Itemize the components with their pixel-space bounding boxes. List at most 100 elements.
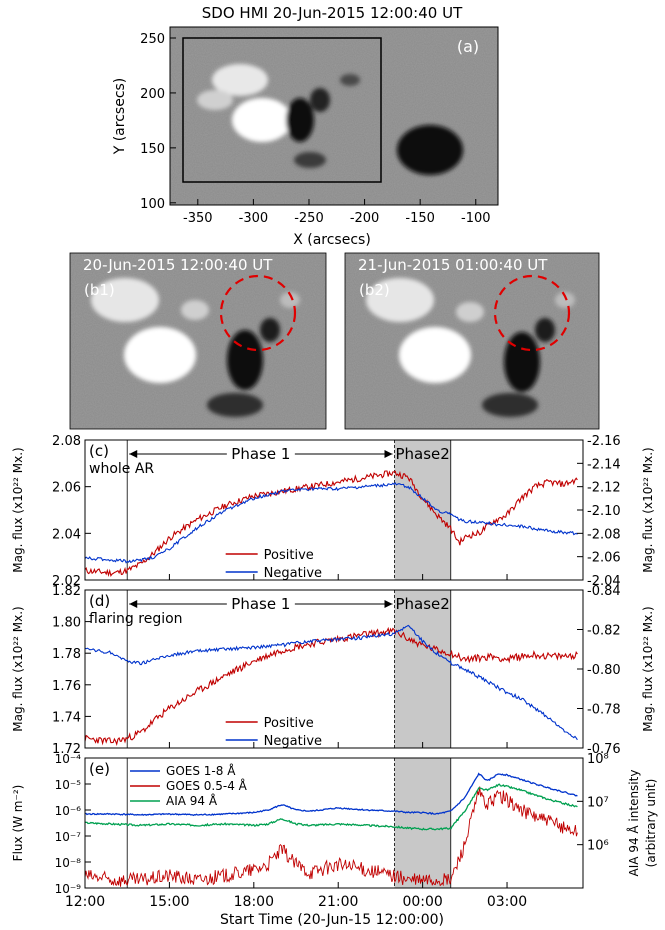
panel-a-ylabel: Y (arcsecs) xyxy=(112,78,128,156)
ylabel-right: Mag. flux (x10²² Mx.) xyxy=(641,447,655,572)
ytick-right-label: 10⁸ xyxy=(587,752,609,767)
ylabel-right-2: (arbitrary unit) xyxy=(644,779,658,868)
ytick-left-label: 10⁻⁴ xyxy=(55,752,82,766)
panel-a-xtick-label: -300 xyxy=(239,211,269,226)
xtick-label: 03:00 xyxy=(487,894,527,910)
ytick-right-label: -0.84 xyxy=(587,584,621,599)
panel-a-xtick-label: -250 xyxy=(294,211,324,226)
ytick-left-label: 10⁻⁶ xyxy=(55,804,82,818)
phase1-arrowhead-left xyxy=(129,600,138,608)
ytick-left-label: 10⁻⁸ xyxy=(55,856,82,870)
panel-a-yticks: 250 200 150 100 xyxy=(140,32,176,212)
panel-a: SDO HMI 20-Jun-2015 12:00:40 UT (a) -350… xyxy=(112,4,499,248)
phase1-arrowhead-right xyxy=(384,450,393,458)
flaring-region-circle-b2 xyxy=(493,274,571,352)
ytick-left-label: 2.08 xyxy=(52,434,81,449)
legend-entry: Positive xyxy=(264,716,314,731)
panel-a-label: (a) xyxy=(457,37,479,56)
ytick-left-label: 1.78 xyxy=(52,647,81,662)
panel-a-ytick-label: 200 xyxy=(140,87,165,102)
panel-b1-title: 20-Jun-2015 12:00:40 UT xyxy=(83,256,273,274)
plot-frame xyxy=(84,757,584,889)
ytick-right-label: -2.12 xyxy=(587,481,621,496)
panel-a-xtick-label: -100 xyxy=(461,211,491,226)
magnetogram-a xyxy=(170,27,498,205)
ytick-right-label: -0.82 xyxy=(587,624,621,639)
panel-a-ytick-label: 100 xyxy=(140,197,165,212)
ylabel-right-1: AIA 94 Å intensity xyxy=(626,770,641,877)
xaxis-label: Start Time (20-Jun-15 12:00:00) xyxy=(220,912,444,928)
panel-a-xticks: -350 -300 -250 -200 -150 -100 xyxy=(183,199,491,226)
panel-b1: 20-Jun-2015 12:00:40 UT (b1) xyxy=(69,252,327,430)
ylabel-left: Flux (W m⁻²) xyxy=(11,785,25,862)
panel-a-title: SDO HMI 20-Jun-2015 12:00:40 UT xyxy=(202,4,463,22)
ytick-left-label: 2.02 xyxy=(52,574,81,589)
series-line-positive xyxy=(84,470,578,578)
ytick-right-label: -0.80 xyxy=(587,663,621,678)
panel-label: (c) xyxy=(89,442,109,460)
xtick-label: 00:00 xyxy=(402,894,442,910)
ytick-left-label: 10⁻⁵ xyxy=(55,778,82,792)
legend-entry: Negative xyxy=(264,734,322,749)
flaring-region-circle-b1 xyxy=(219,274,297,352)
legend-entry: Negative xyxy=(264,566,322,581)
ytick-left-label: 1.72 xyxy=(52,742,81,757)
panel-a-ytick-label: 150 xyxy=(140,142,165,157)
phase2-label: Phase2 xyxy=(395,595,449,613)
ylabel-right: Mag. flux (x10²² Mx.) xyxy=(641,606,655,731)
xtick-label: 15:00 xyxy=(149,894,189,910)
phase1-label: Phase 1 xyxy=(231,445,290,463)
panel-a-ytick-label: 250 xyxy=(140,32,165,47)
magnetogram-b1 xyxy=(70,253,326,429)
time-axis: 12:00 15:00 18:00 21:00 00:00 03:00 Start Time… xyxy=(65,894,527,928)
panel-annotation: flaring region xyxy=(89,611,183,627)
legend-entry: GOES 0.5-4 Å xyxy=(166,778,248,793)
ytick-right-label: -0.76 xyxy=(587,742,621,757)
ytick-left-label: 10⁻⁹ xyxy=(55,882,82,896)
phase2-shading xyxy=(394,440,451,580)
ytick-right-label: 10⁷ xyxy=(587,795,609,810)
series-line-goes-short xyxy=(84,786,578,887)
ytick-right-label: 10⁶ xyxy=(587,839,609,854)
phase1-arrowhead-right xyxy=(384,600,393,608)
ytick-right-label: -2.06 xyxy=(587,551,621,566)
region-box xyxy=(182,37,382,183)
ytick-left-label: 1.74 xyxy=(52,710,81,725)
series-line-negative xyxy=(84,624,578,741)
ytick-right-label: -2.08 xyxy=(587,527,621,542)
ytick-left-label: 2.04 xyxy=(52,527,81,542)
phase1-label: Phase 1 xyxy=(231,595,290,613)
series-line-goes-long xyxy=(84,772,578,817)
phase1-arrowhead-left xyxy=(129,450,138,458)
ytick-right-label: -2.10 xyxy=(587,504,621,519)
panel-label: (d) xyxy=(89,592,110,610)
panel-d: Phase 1 Phase2 (d)flaring region Positive Ne… xyxy=(11,584,655,757)
phase1-label-bg xyxy=(226,595,295,613)
ytick-left-label: 2.06 xyxy=(52,481,81,496)
xtick-label: 12:00 xyxy=(65,894,105,910)
ytick-left-label: 1.76 xyxy=(52,679,81,694)
phase2-shading xyxy=(394,590,451,748)
ylabel-left: Mag. flux (x10²² Mx.) xyxy=(11,606,25,731)
series-line-negative xyxy=(84,481,578,564)
phase1-label-bg xyxy=(226,445,295,463)
panel-c: Phase 1 Phase2 (c)whole AR Positive Negative… xyxy=(11,434,655,589)
series-line-positive xyxy=(84,626,578,746)
phase2-shading xyxy=(394,758,451,888)
panel-a-xtick-label: -200 xyxy=(350,211,380,226)
panel-label: (e) xyxy=(89,760,110,778)
xtick-label: 18:00 xyxy=(234,894,274,910)
panel-b2-title: 21-Jun-2015 01:00:40 UT xyxy=(358,256,548,274)
legend-entry: AIA 94 Å xyxy=(166,793,218,808)
ytick-right-label: -2.04 xyxy=(587,574,621,589)
ytick-left-label: 1.80 xyxy=(52,616,81,631)
panel-b2-label: (b2) xyxy=(359,281,390,299)
legend-entry: GOES 1-8 Å xyxy=(166,763,236,778)
phase2-label: Phase2 xyxy=(395,445,449,463)
ytick-left-label: 1.82 xyxy=(52,584,81,599)
xtick-label: 21:00 xyxy=(318,894,358,910)
ytick-right-label: -0.78 xyxy=(587,703,621,718)
panel-b2: 21-Jun-2015 01:00:40 UT (b2) xyxy=(344,252,600,430)
